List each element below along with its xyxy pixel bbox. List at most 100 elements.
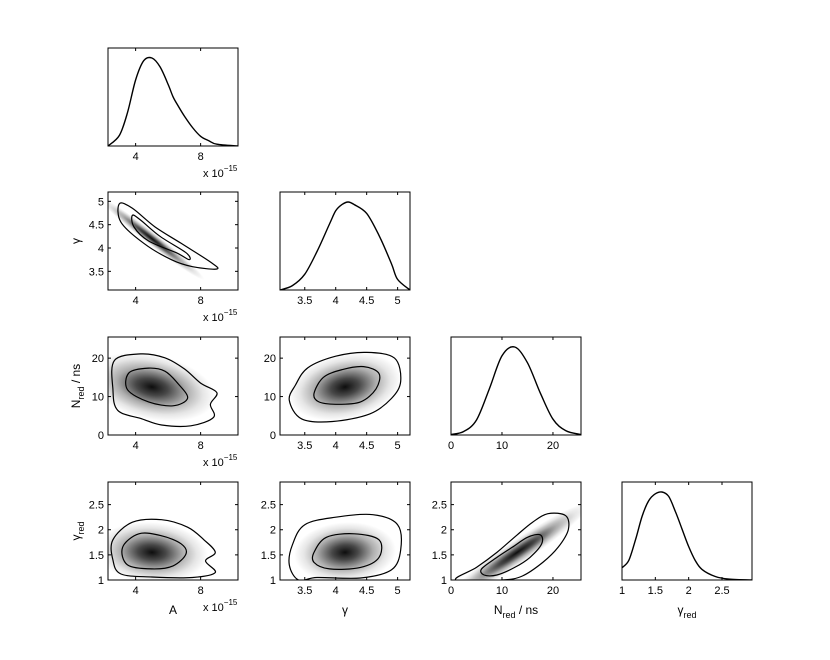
offset-exponent: −15 <box>224 308 238 317</box>
panel-gamma_red-vs-A: 4 8x 10−15 1 1.5 2 2.5 <box>89 481 239 614</box>
y-tick-label: 2 <box>441 525 447 537</box>
label-unit: / ns <box>516 603 539 617</box>
x-tick-label: 2.5 <box>714 585 729 597</box>
marginal-curve <box>280 201 410 290</box>
y-tick-label: 1.5 <box>432 550 447 562</box>
x-tick-label: 10 <box>496 585 508 597</box>
label-symbol: N <box>69 400 83 409</box>
panel-gamma_red-marginal: 1 1.5 2 2.5 <box>619 481 753 597</box>
panel-N_red-marginal: 0 10 20 <box>448 336 582 452</box>
label-symbol: N <box>494 603 503 617</box>
density-blob <box>293 522 397 580</box>
x-tick-label: 8 <box>198 585 204 597</box>
offset-base: x 10 <box>203 168 224 180</box>
x-tick-label: 4 <box>133 440 139 452</box>
x-offset-label: x 10−15 <box>203 453 238 469</box>
contour-outer <box>111 353 218 428</box>
density-blob <box>451 503 581 580</box>
x-tick-label: 4.5 <box>359 585 374 597</box>
label-symbol: γ <box>342 603 348 617</box>
x-tick-label: 1.5 <box>648 585 663 597</box>
contour-outer <box>454 512 570 580</box>
plot-frame <box>107 191 239 291</box>
y-tick-label: 0 <box>98 430 104 442</box>
x-tick-label: 4 <box>133 151 139 163</box>
x-tick-label: 4.5 <box>359 440 374 452</box>
offset-base: x 10 <box>203 312 224 324</box>
contour-inner <box>313 365 381 405</box>
label-symbol: A <box>169 603 177 617</box>
x-axis-label-A: A <box>169 603 177 617</box>
y-tick-label: 4 <box>98 243 104 255</box>
y-tick-label: 10 <box>92 392 104 404</box>
contour-inner <box>125 367 189 407</box>
y-tick-label: 2.5 <box>89 500 104 512</box>
marginal-curve <box>451 346 581 435</box>
label-symbol: γ <box>69 238 83 244</box>
label-subscript: red <box>76 521 86 534</box>
plot-frame <box>279 191 411 291</box>
y-tick-label: 1 <box>98 575 104 587</box>
x-tick-label: 4.5 <box>359 295 374 307</box>
y-tick-label: 1 <box>270 575 276 587</box>
x-offset-label: x 10−15 <box>203 308 238 324</box>
x-tick-label: 5 <box>395 295 401 307</box>
offset-base: x 10 <box>203 457 224 469</box>
y-axis-label-gamma_red: γred <box>69 521 86 540</box>
y-tick-label: 1 <box>441 575 447 587</box>
x-tick-label: 4 <box>133 295 139 307</box>
x-tick-label: 3.5 <box>297 440 312 452</box>
contour-inner <box>131 214 191 261</box>
x-axis-label-N_red: Nred / ns <box>494 603 538 620</box>
offset-exponent: −15 <box>224 164 238 173</box>
contour-outer <box>110 518 217 579</box>
panel-N_red-vs-gamma: 3.5 4 4.5 5 0 10 20 <box>264 336 411 452</box>
x-tick-label: 2 <box>686 585 692 597</box>
panel-gamma-marginal: 3.5 4 4.5 5 <box>279 191 411 307</box>
panel-gamma_red-vs-N_red: 0 10 20 1 1.5 2 2.5 <box>432 481 582 597</box>
label-unit: / ns <box>69 364 83 387</box>
x-tick-label: 8 <box>198 151 204 163</box>
x-offset-label: x 10−15 <box>203 164 238 180</box>
y-tick-label: 1.5 <box>89 550 104 562</box>
label-subscript: red <box>502 610 515 620</box>
contour-outer <box>288 513 402 580</box>
y-tick-label: 2 <box>98 525 104 537</box>
x-tick-label: 8 <box>198 295 204 307</box>
x-tick-label: 4 <box>333 585 339 597</box>
panel-A-marginal: 4 8x 10−15 <box>107 47 239 180</box>
marginal-curve <box>622 491 752 580</box>
y-tick-label: 10 <box>264 392 276 404</box>
y-tick-label: 3.5 <box>89 266 104 278</box>
x-tick-label: 3.5 <box>297 585 312 597</box>
offset-exponent: −15 <box>224 598 238 607</box>
x-tick-label: 0 <box>448 585 454 597</box>
panel-gamma_red-vs-gamma: 3.5 4 4.5 5 1 1.5 2 2.5 <box>261 481 411 597</box>
y-tick-label: 2 <box>270 525 276 537</box>
y-tick-label: 5 <box>98 196 104 208</box>
y-tick-label: 0 <box>270 430 276 442</box>
x-tick-label: 1 <box>619 585 625 597</box>
contour-inner <box>480 533 544 577</box>
x-tick-label: 8 <box>198 440 204 452</box>
marginal-curve <box>108 56 238 146</box>
x-axis-label-gamma: γ <box>342 603 348 617</box>
label-subscript: red <box>76 387 86 400</box>
offset-exponent: −15 <box>224 453 238 462</box>
label-subscript: red <box>683 610 696 620</box>
x-tick-label: 20 <box>547 585 559 597</box>
contour-inner <box>311 533 383 570</box>
density-blob <box>108 352 216 422</box>
plot-frame <box>450 336 582 436</box>
density-blob <box>108 521 208 580</box>
x-tick-label: 20 <box>547 440 559 452</box>
x-tick-label: 4 <box>133 585 139 597</box>
y-tick-label: 2.5 <box>261 500 276 512</box>
y-tick-label: 20 <box>264 353 276 365</box>
contour-outer <box>288 351 402 423</box>
density-blob <box>288 353 402 421</box>
x-offset-label: x 10−15 <box>203 598 238 614</box>
y-tick-label: 4.5 <box>89 220 104 232</box>
